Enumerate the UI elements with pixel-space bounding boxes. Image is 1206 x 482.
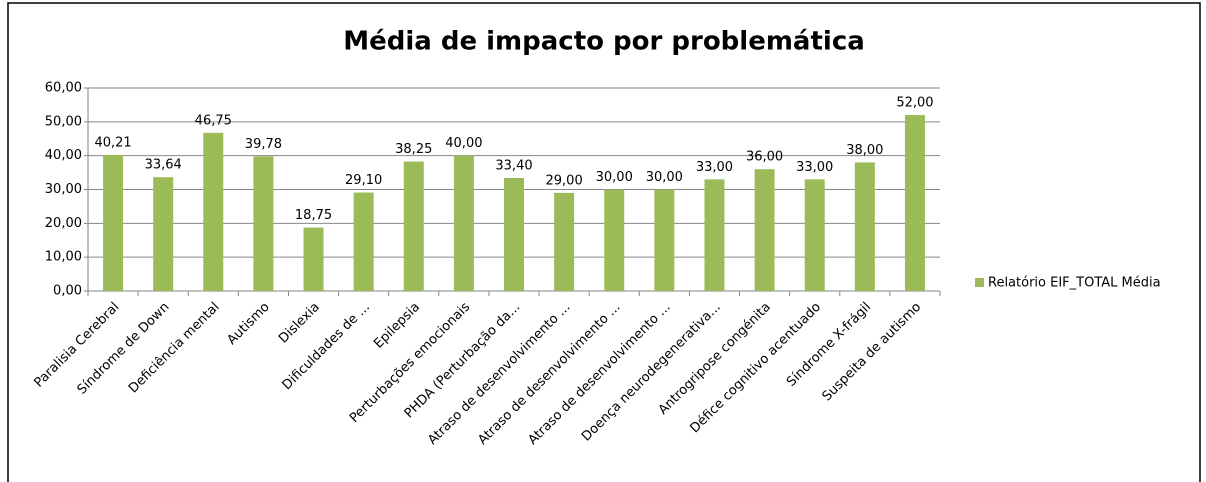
x-tick-label: Suspeita de autismo [820,300,925,405]
value-label: 46,75 [195,113,232,128]
y-tick-label: 30,00 [45,182,82,197]
value-label: 52,00 [896,96,933,111]
bar [804,179,825,291]
x-tick-label: Dislexia [276,300,323,347]
bar [203,132,224,291]
value-label: 40,00 [445,136,482,151]
legend-swatch [975,278,984,287]
value-label: 18,75 [295,208,332,223]
y-tick-label: 20,00 [45,216,82,231]
bar [704,179,725,291]
value-label: 30,00 [596,170,633,185]
x-tick-label: Dificuldades de ... [280,300,373,393]
bar [554,192,575,291]
value-label: 33,00 [796,160,833,175]
bar [504,177,524,291]
value-label: 33,40 [495,158,532,173]
y-tick-label: 40,00 [45,148,82,163]
value-label: 36,00 [746,150,783,165]
bar [403,161,424,291]
bar [904,115,925,291]
chart-frame [7,2,1201,482]
chart-title: Média de impacto por problemática [343,27,865,57]
bar [253,156,274,291]
y-tick-label: 10,00 [45,250,82,265]
value-label: 40,21 [94,135,131,150]
y-tick-label: 60,00 [45,81,82,96]
x-tick-label: Autismo [224,300,272,348]
bar [353,192,374,291]
legend-label: Relatório EIF_TOTAL Média [988,276,1161,291]
value-label: 29,00 [546,173,583,188]
bar [103,154,124,291]
bar [654,189,675,291]
value-label: 38,00 [846,143,883,158]
bar [604,189,625,291]
x-tick-label: Epilepsia [371,300,423,352]
x-tick-label: Síndrome de Down [75,300,173,398]
bar [303,227,324,291]
bar [754,169,775,291]
value-label: 39,78 [245,137,282,152]
value-label: 33,00 [696,160,733,175]
x-tick-label: Paralisia Cerebral [31,300,122,391]
bar [153,177,174,291]
bar [854,162,875,291]
value-label: 38,25 [395,142,432,157]
x-tick-label: Deficiência mental [126,300,223,397]
value-label: 30,00 [646,170,683,185]
y-tick-label: 0,00 [53,284,82,299]
value-label: 29,10 [345,173,382,188]
x-tick-label: Síndrome X-frágil [784,300,874,390]
y-tick-label: 50,00 [45,114,82,129]
bar [453,155,474,291]
value-label: 33,64 [145,158,182,173]
